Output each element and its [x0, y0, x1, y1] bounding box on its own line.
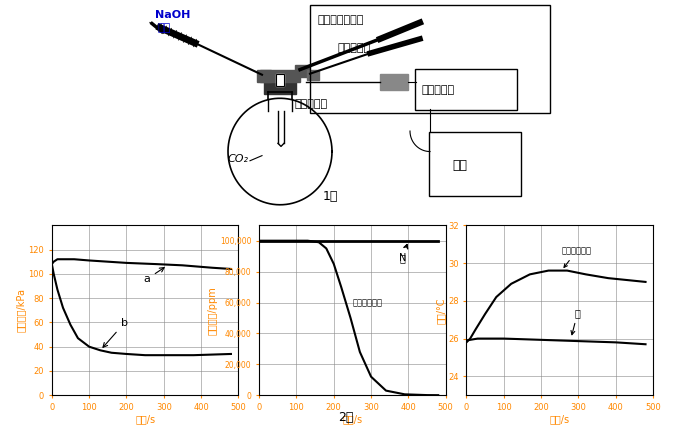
- Text: N: N: [399, 244, 408, 263]
- Text: a: a: [143, 268, 164, 284]
- Bar: [310, 5, 550, 113]
- X-axis label: 时间/s: 时间/s: [135, 415, 155, 425]
- Text: CO₂: CO₂: [228, 154, 249, 164]
- Text: 氢氧化钔溶液: 氢氧化钔溶液: [352, 299, 382, 308]
- Text: 水: 水: [571, 308, 580, 335]
- Text: 水: 水: [399, 244, 408, 263]
- Text: NaOH: NaOH: [155, 11, 191, 20]
- Text: 二氧化碳传感器: 二氧化碳传感器: [318, 14, 364, 25]
- X-axis label: 时间/s: 时间/s: [342, 415, 363, 425]
- Text: b: b: [103, 318, 128, 347]
- Text: 数据采集器: 数据采集器: [422, 85, 455, 95]
- Bar: [380, 74, 408, 90]
- Text: 氮氧化鑔溶液: 氮氧化鑔溶液: [562, 246, 591, 267]
- Bar: [264, 80, 296, 94]
- Text: 压强传感器: 压强传感器: [295, 99, 328, 110]
- Text: 溶液: 溶液: [158, 23, 171, 33]
- Text: 1图: 1图: [322, 190, 338, 203]
- Text: 温度传感器: 温度传感器: [338, 43, 371, 53]
- Bar: [307, 70, 319, 80]
- Text: 电脑: 电脑: [452, 159, 467, 172]
- Y-axis label: 二氧化碳/ppm: 二氧化碳/ppm: [207, 286, 217, 334]
- Bar: [295, 65, 309, 77]
- X-axis label: 时间/s: 时间/s: [549, 415, 570, 425]
- Text: 2图: 2图: [338, 411, 353, 424]
- Y-axis label: 气体压强/kPa: 气体压强/kPa: [16, 288, 26, 332]
- FancyBboxPatch shape: [415, 68, 517, 110]
- Bar: [260, 70, 300, 82]
- FancyBboxPatch shape: [429, 132, 521, 196]
- Y-axis label: 温度/°C: 温度/°C: [435, 297, 446, 323]
- Bar: [276, 74, 284, 86]
- Bar: [276, 74, 284, 86]
- Bar: [257, 70, 271, 82]
